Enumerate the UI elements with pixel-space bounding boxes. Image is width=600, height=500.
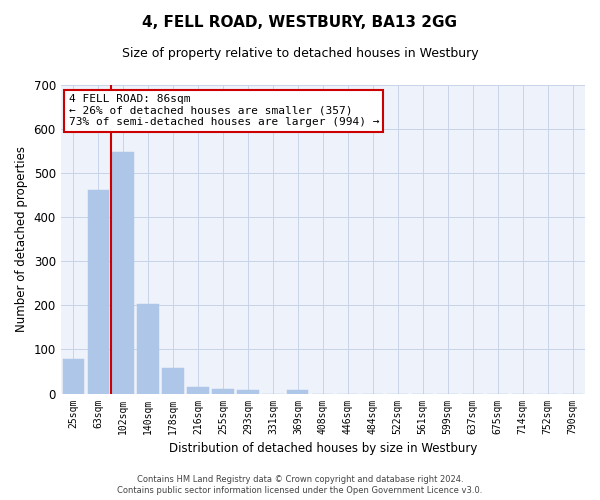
Text: 4, FELL ROAD, WESTBURY, BA13 2GG: 4, FELL ROAD, WESTBURY, BA13 2GG <box>143 15 458 30</box>
Bar <box>137 304 158 394</box>
Text: Size of property relative to detached houses in Westbury: Size of property relative to detached ho… <box>122 48 478 60</box>
Text: 4 FELL ROAD: 86sqm
← 26% of detached houses are smaller (357)
73% of semi-detach: 4 FELL ROAD: 86sqm ← 26% of detached hou… <box>68 94 379 128</box>
Bar <box>163 368 184 394</box>
Text: Contains HM Land Registry data © Crown copyright and database right 2024.: Contains HM Land Registry data © Crown c… <box>137 475 463 484</box>
Bar <box>88 190 109 394</box>
Bar <box>287 390 308 394</box>
Bar <box>187 387 209 394</box>
Text: Contains public sector information licensed under the Open Government Licence v3: Contains public sector information licen… <box>118 486 482 495</box>
Bar <box>212 389 233 394</box>
X-axis label: Distribution of detached houses by size in Westbury: Distribution of detached houses by size … <box>169 442 477 455</box>
Bar <box>62 359 84 394</box>
Bar <box>238 390 259 394</box>
Y-axis label: Number of detached properties: Number of detached properties <box>15 146 28 332</box>
Bar <box>112 152 134 394</box>
